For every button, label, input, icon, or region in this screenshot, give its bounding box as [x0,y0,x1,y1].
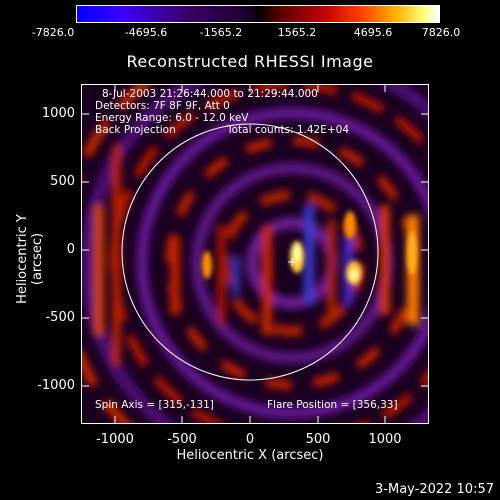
x-axis-label: Heliocentric X (arcsec) [176,448,324,463]
colorbar-tick: 7826.0 [421,26,461,39]
rhessi-image-svg [82,85,428,423]
y-tick-label: 0 [66,242,75,257]
emission-pattern [82,85,428,423]
y-tick-label: -1000 [37,378,75,393]
y-tick-label: -500 [45,310,75,325]
time-range-text: 8-Jul-2003 21:26:44.000 to 21:29:44.000 [102,88,318,100]
image-title: Reconstructed RHESSI Image [126,52,374,71]
colorbar-tick: -4695.6 [124,26,168,39]
colorbar-tick: -1565.2 [199,26,243,39]
x-tick-label: -500 [167,432,197,447]
generation-date: 3-May-2022 10:57 [375,482,494,497]
x-tick-label: -1000 [96,432,134,447]
x-tick-label: 1000 [368,432,402,447]
y-tick-label: 500 [50,174,75,189]
method-text: Back Projection [95,124,176,136]
bright-sources [202,211,417,285]
flare-position-marker [288,258,296,266]
energy-range-text: Energy Range: 6.0 - 12.0 keV [95,112,249,124]
colorbar [76,5,440,23]
spin-axis-text: Spin Axis = [315,-131] [95,399,214,411]
x-tick-label: 500 [305,432,331,447]
total-counts-text: Total counts: 1.42E+04 [227,124,350,136]
detectors-text: Detectors: 7F 8F 9F, Att 0 [95,100,230,112]
y-tick-label: 1000 [41,106,75,121]
y-axis-label: Heliocentric Y (arcsec) [15,214,45,304]
x-tick-label: 0 [245,432,255,447]
flare-position-text: Flare Position = [356,33] [267,399,398,411]
solar-limb-circle [121,123,379,381]
colorbar-tick: 1565.2 [277,26,317,39]
colorbar-tick: 4695.6 [353,26,393,39]
colorbar-tick: -7826.0 [31,26,75,39]
rhessi-image-plot: 8-Jul-2003 21:26:44.000 to 21:29:44.000 … [81,84,429,424]
